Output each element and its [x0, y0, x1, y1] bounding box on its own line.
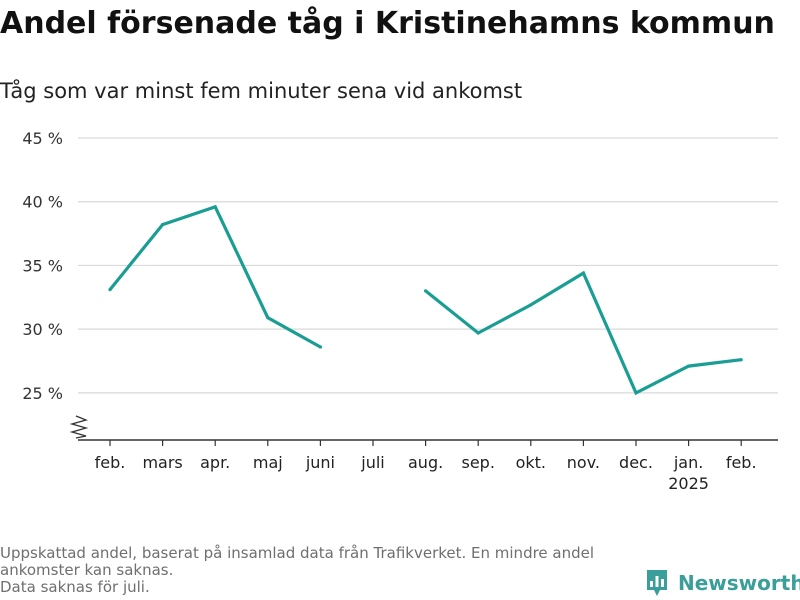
data-point: [213, 205, 217, 209]
data-point: [318, 345, 322, 349]
data-point: [687, 364, 691, 368]
x-tick-label: apr.: [200, 453, 230, 472]
x-tick-label: juni: [305, 453, 335, 472]
x-tick-label: jan.: [673, 453, 703, 472]
x-tick-label: nov.: [567, 453, 600, 472]
y-tick-label: 40 %: [22, 193, 63, 212]
x-tick-label: dec.: [619, 453, 653, 472]
data-point: [161, 223, 165, 227]
x-tick-label: aug.: [408, 453, 443, 472]
data-point: [634, 391, 638, 395]
footnote-line-2: ankomster kan saknas.: [0, 561, 174, 579]
newsworthy-logo-icon: [647, 570, 667, 596]
footnote-line-3: Data saknas för juli.: [0, 578, 150, 596]
data-point: [424, 289, 428, 293]
footnote-line-1: Uppskattad andel, baserat på insamlad da…: [0, 544, 595, 562]
footnote: Uppskattad andel, baserat på insamlad da…: [0, 545, 594, 596]
data-point: [739, 358, 743, 362]
x-tick-label: maj: [253, 453, 283, 472]
x-tick-label: mars: [142, 453, 182, 472]
y-tick-label: 30 %: [22, 320, 63, 339]
data-point: [476, 331, 480, 335]
data-point: [581, 271, 586, 275]
x-tick-label: feb.: [95, 453, 126, 472]
brand-name: Newsworthy: [678, 571, 800, 595]
x-tick-label: okt.: [516, 453, 546, 472]
x-tick-label: juli: [360, 453, 384, 472]
y-tick-label: 25 %: [22, 384, 63, 403]
data-point: [266, 316, 270, 320]
x-tick-label: sep.: [461, 453, 494, 472]
y-tick-label: 45 %: [22, 129, 63, 148]
y-tick-label: 35 %: [22, 256, 63, 275]
chart-title: Andel försenade tåg i Kristinehamns komm…: [0, 6, 775, 41]
chart-subtitle: Tåg som var minst fem minuter sena vid a…: [0, 79, 523, 103]
brand-logo: Newsworthy: [645, 568, 800, 598]
axis-break-icon: [69, 415, 89, 439]
x-tick-label: feb.: [726, 453, 757, 472]
line-chart: 25 % 30 % 35 % 40 % 45 % feb. mars apr. maj juni j…: [22, 129, 778, 493]
series-line: [108, 204, 742, 396]
x-year-label: 2025: [668, 474, 709, 493]
data-point: [108, 288, 112, 292]
data-point: [529, 303, 533, 307]
